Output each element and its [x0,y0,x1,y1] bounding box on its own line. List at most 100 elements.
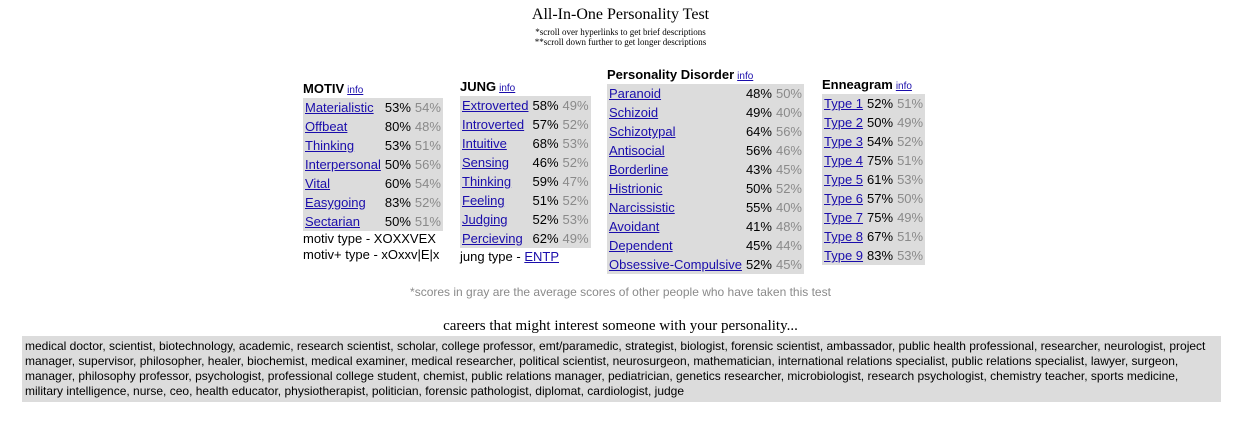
gray-scores-note: *scores in gray are the average scores o… [410,285,831,299]
motiv-score: 83% [384,195,411,210]
enneagram-score: 57% [867,191,894,206]
enneagram-trait-link[interactable]: Type 8 [824,229,864,244]
enneagram-score: 61% [867,172,894,187]
motiv-trait-cell: Vital [303,174,383,193]
disorder-score: 49% [745,105,772,120]
enneagram-trait-cell: Type 7 [822,208,865,227]
enneagram-trait-link[interactable]: Type 9 [824,248,864,263]
enneagram-average-score: 49% [897,115,924,130]
enneagram-row: Type 6 57% 50% [822,189,925,208]
enneagram-trait-cell: Type 2 [822,113,865,132]
jung-trait-link[interactable]: Sensing [462,155,509,170]
disorder-average-score: 40% [775,200,802,215]
motiv-row: Vital 60% 54% [303,174,443,193]
enneagram-row: Type 5 61% 53% [822,170,925,189]
disorder-row: Histrionic 50% 52% [607,179,804,198]
jung-trait-cell: Judging [460,210,530,229]
motiv-trait-link[interactable]: Sectarian [305,214,360,229]
jung-type: jung type - ENTP [460,249,559,264]
enneagram-trait-cell: Type 1 [822,94,865,113]
motiv-trait-link[interactable]: Interpersonal [305,157,381,172]
jung-trait-cell: Extroverted [460,96,530,115]
disorder-trait-link[interactable]: Borderline [609,162,669,177]
enneagram-trait-link[interactable]: Type 5 [824,172,864,187]
motiv-trait-link[interactable]: Easygoing [305,195,366,210]
motiv-average-score: 56% [414,157,441,172]
motiv-row: Thinking 53% 51% [303,136,443,155]
jung-trait-link[interactable]: Extroverted [462,98,529,113]
motiv-score: 53% [384,100,411,115]
jung-trait-link[interactable]: Percieving [462,231,523,246]
motiv-trait-link[interactable]: Thinking [305,138,355,153]
motiv-score: 50% [384,214,411,229]
enneagram-average-score: 52% [897,134,924,149]
disorder-trait-link[interactable]: Obsessive-Compulsive [609,257,742,272]
disorder-trait-link[interactable]: Dependent [609,238,673,253]
jung-trait-link[interactable]: Judging [462,212,508,227]
jung-score: 59% [532,174,559,189]
motiv-table: Materialistic 53% 54% Offbeat 80% 48% Thinking… [303,98,443,231]
disorder-average-score: 40% [775,105,802,120]
enneagram-trait-link[interactable]: Type 2 [824,115,864,130]
jung-type-link[interactable]: ENTP [524,249,559,264]
disorder-info-link[interactable]: info [737,71,754,82]
disorder-average-score: 46% [775,143,802,158]
enneagram-average-score: 51% [897,96,924,111]
enneagram-score: 83% [867,248,894,263]
jung-trait-link[interactable]: Introverted [462,117,525,132]
enneagram-trait-link[interactable]: Type 4 [824,153,864,168]
disorder-trait-link[interactable]: Schizoid [609,105,659,120]
enneagram-info-link[interactable]: info [895,81,912,92]
enneagram-row: Type 1 52% 51% [822,94,925,113]
disorder-trait-link[interactable]: Antisocial [609,143,665,158]
jung-trait-cell: Feeling [460,191,530,210]
disorder-row: Obsessive-Compulsive 52% 45% [607,255,804,274]
jung-row: Judging 52% 53% [460,210,591,229]
motiv-section: MOTIV info Materialistic 53% 54% Offbeat 80% 4… [303,81,443,263]
jung-row: Sensing 46% 52% [460,153,591,172]
motiv-row: Materialistic 53% 54% [303,98,443,117]
jung-score: 62% [532,231,559,246]
enneagram-average-score: 49% [897,210,924,225]
jung-average-score: 47% [562,174,589,189]
disorder-trait-cell: Paranoid [607,84,744,103]
jung-trait-link[interactable]: Intuitive [462,136,507,151]
jung-average-score: 49% [562,98,589,113]
disorder-trait-cell: Dependent [607,236,744,255]
jung-info-link[interactable]: info [499,83,516,94]
disorder-trait-link[interactable]: Schizotypal [609,124,676,139]
jung-trait-cell: Sensing [460,153,530,172]
enneagram-trait-link[interactable]: Type 3 [824,134,864,149]
disorder-row: Schizoid 49% 40% [607,103,804,122]
disorder-average-score: 44% [775,238,802,253]
motiv-score: 80% [384,119,411,134]
disorder-table: Paranoid 48% 50% Schizoid 49% 40% Schizotypal 6… [607,84,804,274]
jung-trait-link[interactable]: Feeling [462,193,505,208]
disorder-trait-link[interactable]: Avoidant [609,219,660,234]
motiv-row: Easygoing 83% 52% [303,193,443,212]
disorder-trait-link[interactable]: Histrionic [609,181,663,196]
motiv-trait-cell: Thinking [303,136,383,155]
jung-section: JUNG info Extroverted 58% 49% Introverted 57%… [460,79,591,265]
enneagram-trait-link[interactable]: Type 6 [824,191,864,206]
motiv-trait-link[interactable]: Materialistic [305,100,374,115]
disorder-trait-cell: Antisocial [607,141,744,160]
enneagram-score: 52% [867,96,894,111]
enneagram-row: Type 8 67% 51% [822,227,925,246]
motiv-trait-link[interactable]: Vital [305,176,331,191]
jung-average-score: 53% [562,136,589,151]
enneagram-trait-cell: Type 3 [822,132,865,151]
jung-trait-link[interactable]: Thinking [462,174,512,189]
disorder-trait-link[interactable]: Paranoid [609,86,662,101]
jung-trait-cell: Introverted [460,115,530,134]
enneagram-trait-link[interactable]: Type 1 [824,96,864,111]
motiv-trait-link[interactable]: Offbeat [305,119,348,134]
motiv-info-link[interactable]: info [347,85,364,96]
enneagram-trait-link[interactable]: Type 7 [824,210,864,225]
jung-trait-cell: Thinking [460,172,530,191]
disorder-trait-cell: Schizotypal [607,122,744,141]
jung-average-score: 52% [562,155,589,170]
disorder-trait-link[interactable]: Narcissistic [609,200,675,215]
disorder-row: Antisocial 56% 46% [607,141,804,160]
enneagram-score: 75% [867,153,894,168]
